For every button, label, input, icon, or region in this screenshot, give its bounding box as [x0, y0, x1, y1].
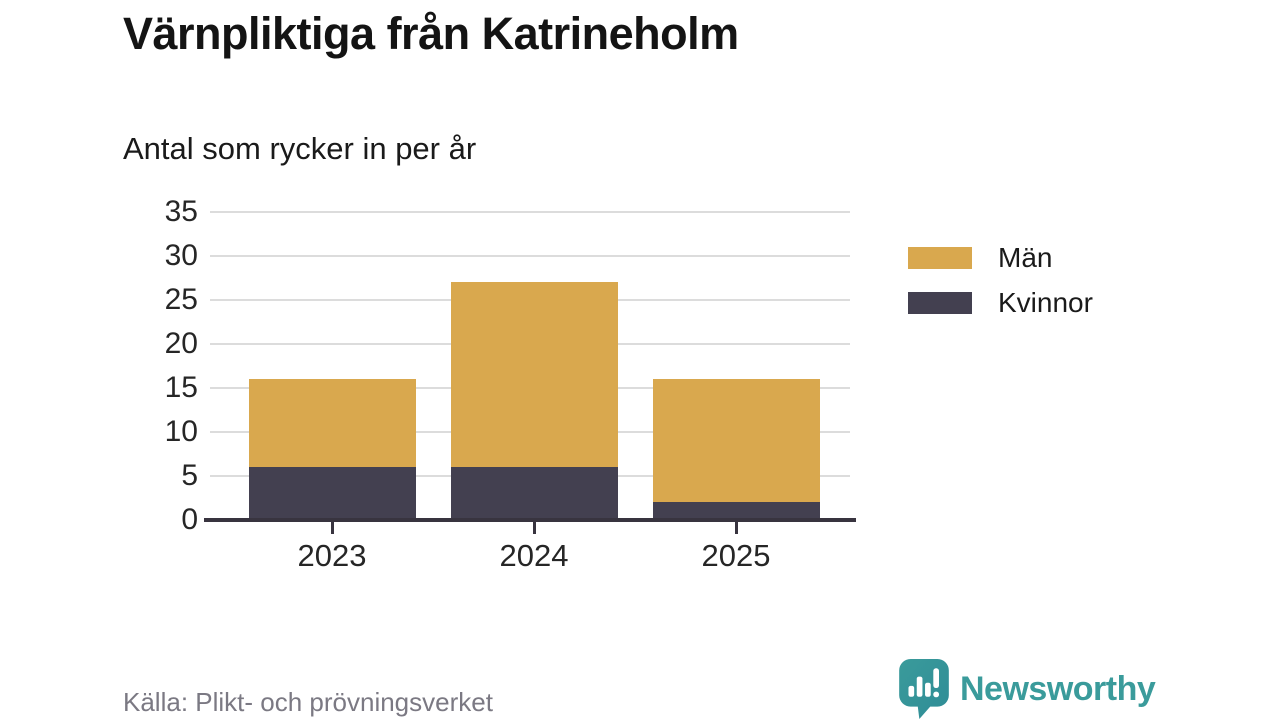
y-tick-label: 30	[164, 239, 198, 272]
y-tick-label: 10	[164, 415, 198, 448]
logo-bar-2	[916, 676, 923, 697]
legend-label: Män	[998, 242, 1053, 273]
brand-logo: Newsworthy	[898, 659, 1156, 719]
bar-segment-män-2024	[450, 282, 618, 468]
logo-exclamation-line	[933, 668, 939, 688]
logo-bar-1	[908, 685, 915, 697]
x-tick-label: 2023	[297, 538, 367, 573]
logo-exclamation-dot	[933, 691, 939, 698]
legend: Män Kvinnor	[908, 242, 1093, 337]
y-tick-label: 25	[164, 283, 198, 316]
y-tick-label: 15	[164, 371, 198, 404]
brand-name: Newsworthy	[960, 669, 1156, 708]
plot-area	[204, 211, 856, 534]
x-tick	[532, 522, 536, 534]
source-note: Källa: Plikt- och prövningsverket	[123, 687, 493, 717]
legend-label: Kvinnor	[998, 287, 1093, 318]
page-title: Värnpliktiga från Katrineholm	[123, 8, 739, 59]
logo-bar-3	[925, 682, 931, 697]
gridline	[210, 255, 850, 257]
bar-segment-kvinnor-2024	[450, 467, 618, 520]
x-tick-label: 2025	[701, 538, 771, 573]
legend-row-män: Män	[908, 242, 1093, 273]
bar-segment-män-2025	[652, 379, 820, 503]
bar-segment-män-2023	[248, 379, 416, 468]
bar-segment-kvinnor-2023	[248, 467, 416, 520]
y-tick-label: 5	[181, 459, 198, 492]
y-tick-label: 0	[181, 503, 198, 536]
x-tick-label: 2024	[499, 538, 569, 573]
legend-swatch-män	[908, 247, 972, 269]
gridline	[210, 211, 850, 213]
x-tick	[734, 522, 738, 534]
x-tick	[330, 522, 334, 534]
y-tick-label: 20	[164, 327, 198, 360]
bar-segment-kvinnor-2025	[652, 502, 820, 520]
x-axis-line	[204, 518, 856, 522]
legend-row-kvinnor: Kvinnor	[908, 287, 1093, 318]
y-tick-label: 35	[164, 195, 198, 228]
chart-subtitle: Antal som rycker in per år	[123, 131, 477, 166]
legend-swatch-kvinnor	[908, 292, 972, 314]
newsworthy-icon	[899, 659, 949, 719]
